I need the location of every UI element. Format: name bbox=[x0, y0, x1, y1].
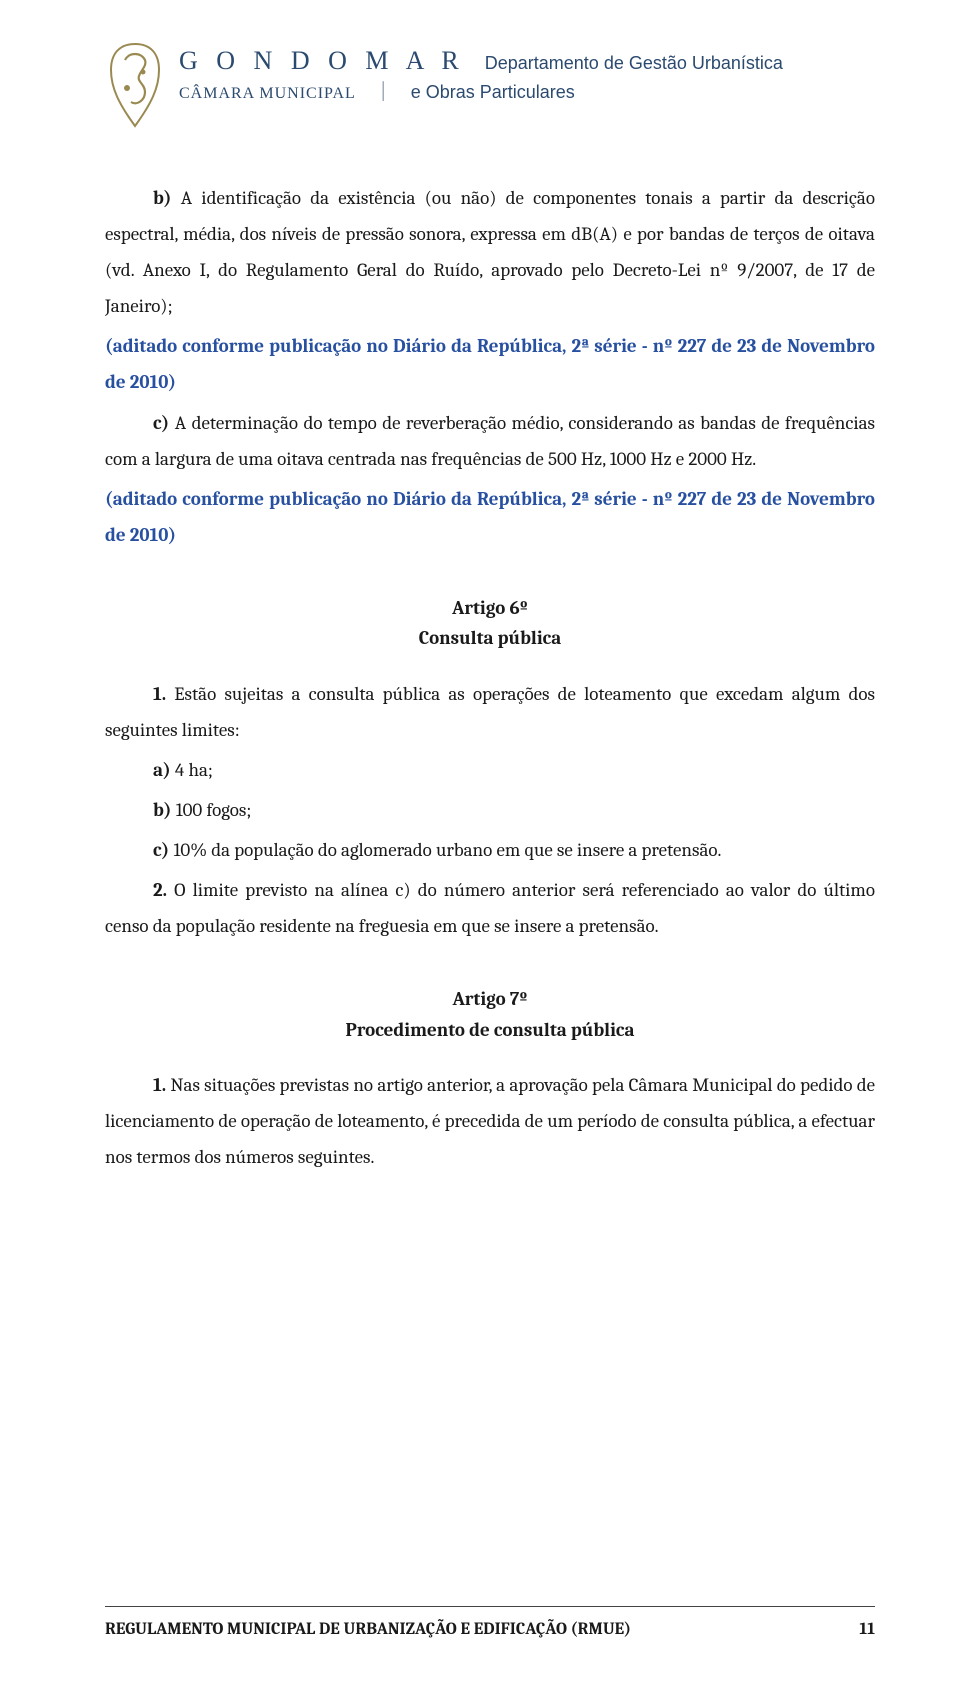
lead-7-1: 1. bbox=[153, 1074, 166, 1096]
lead-a2: a) bbox=[153, 759, 171, 781]
letterhead: G O N D O M A R Departamento de Gestão U… bbox=[105, 40, 875, 130]
article-6-number: Artigo 6º bbox=[105, 593, 875, 623]
art6-para1: 1. Estão sujeitas a consulta pública as … bbox=[105, 676, 875, 748]
lead-1: 1. bbox=[153, 683, 166, 705]
brand-name: G O N D O M A R bbox=[179, 46, 465, 76]
header-text: G O N D O M A R Departamento de Gestão U… bbox=[179, 40, 875, 104]
text-b: A identificação da existência (ou não) d… bbox=[105, 187, 875, 317]
brand-subtitle: CÂMARA MUNICIPAL bbox=[179, 85, 356, 103]
note-2: (aditado conforme publicação no Diário d… bbox=[105, 481, 875, 553]
text-7-1: Nas situações previstas no artigo anteri… bbox=[105, 1074, 875, 1168]
department-line1: Departamento de Gestão Urbanística bbox=[485, 53, 783, 74]
text-2: O limite previsto na alínea c) do número… bbox=[105, 879, 875, 937]
page-number: 11 bbox=[859, 1620, 875, 1639]
text-c2: 10% da população do aglomerado urbano em… bbox=[169, 839, 721, 861]
footer-rule bbox=[105, 1606, 875, 1607]
department-line2: e Obras Particulares bbox=[411, 82, 575, 103]
article-6-heading: Artigo 6º Consulta pública bbox=[105, 593, 875, 654]
art6-para2: 2. O limite previsto na alínea c) do núm… bbox=[105, 872, 875, 944]
footer: REGULAMENTO MUNICIPAL DE URBANIZAÇÃO E E… bbox=[105, 1620, 875, 1639]
divider: | bbox=[376, 78, 391, 104]
lead-c2: c) bbox=[153, 839, 169, 861]
lead-c: c) bbox=[153, 412, 169, 434]
paragraph-c: c) A determinação do tempo de reverberaç… bbox=[105, 405, 875, 477]
article-7-number: Artigo 7º bbox=[105, 984, 875, 1014]
text-b2: 100 fogos; bbox=[172, 799, 252, 821]
article-7-heading: Artigo 7º Procedimento de consulta públi… bbox=[105, 984, 875, 1045]
text-a2: 4 ha; bbox=[171, 759, 213, 781]
body-content: b) A identificação da existência (ou não… bbox=[105, 180, 875, 1175]
paragraph-b: b) A identificação da existência (ou não… bbox=[105, 180, 875, 324]
art7-para1: 1. Nas situações previstas no artigo ant… bbox=[105, 1067, 875, 1175]
lead-2: 2. bbox=[153, 879, 167, 901]
item-b: b) 100 fogos; bbox=[105, 792, 875, 828]
lead-b: b) bbox=[153, 187, 172, 209]
item-c: c) 10% da população do aglomerado urbano… bbox=[105, 832, 875, 868]
footer-title: REGULAMENTO MUNICIPAL DE URBANIZAÇÃO E E… bbox=[105, 1620, 631, 1639]
article-6-title: Consulta pública bbox=[105, 623, 875, 653]
item-a: a) 4 ha; bbox=[105, 752, 875, 788]
lead-b2: b) bbox=[153, 799, 172, 821]
crest-icon bbox=[105, 40, 165, 130]
note-1: (aditado conforme publicação no Diário d… bbox=[105, 328, 875, 400]
text-c: A determinação do tempo de reverberação … bbox=[105, 412, 875, 470]
article-7-title: Procedimento de consulta pública bbox=[105, 1015, 875, 1045]
text-1: Estão sujeitas a consulta pública as ope… bbox=[105, 683, 875, 741]
